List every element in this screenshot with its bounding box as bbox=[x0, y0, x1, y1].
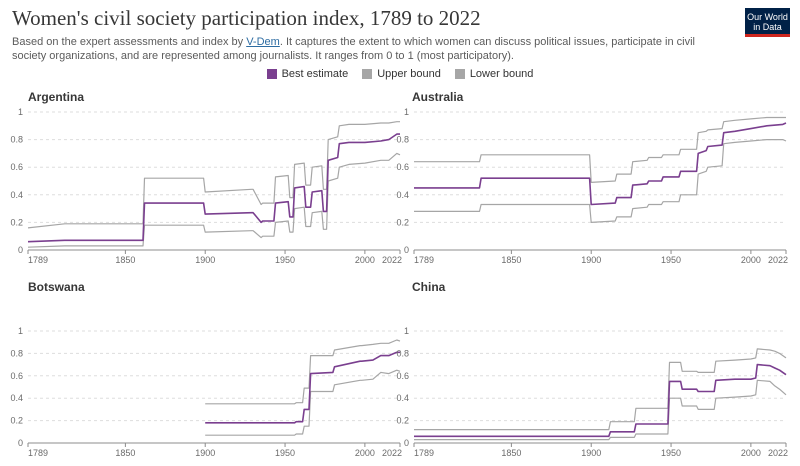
y-tick-label-argentina-1: 0.2 bbox=[10, 217, 23, 227]
y-tick-label-botswana-3: 0.6 bbox=[10, 371, 23, 381]
series-line-australia-upper-bound bbox=[414, 116, 786, 183]
series-line-argentina-upper-bound bbox=[27, 121, 400, 229]
y-tick-label-china-2: 0.4 bbox=[396, 393, 409, 403]
series-line-china-lower-bound bbox=[414, 379, 787, 441]
y-tick-label-australia-5: 1 bbox=[404, 107, 409, 117]
x-tick-label-argentina-0: 1789 bbox=[28, 255, 48, 265]
legend-item-upper-bound[interactable]: Upper bound bbox=[362, 66, 441, 82]
y-tick-label-argentina-2: 0.4 bbox=[10, 190, 23, 200]
y-tick-label-china-5: 1 bbox=[404, 326, 409, 336]
y-tick-label-botswana-5: 1 bbox=[18, 326, 23, 336]
x-tick-label-australia-3: 1950 bbox=[661, 255, 681, 265]
series-line-china-best-estimate bbox=[414, 363, 787, 438]
x-tick-label-argentina-2: 1900 bbox=[195, 255, 215, 265]
y-tick-label-argentina-3: 0.6 bbox=[10, 162, 23, 172]
y-tick-label-botswana-0: 0 bbox=[18, 438, 23, 448]
y-tick-label-china-1: 0.2 bbox=[396, 416, 409, 426]
y-tick-label-australia-0: 0 bbox=[404, 245, 409, 255]
x-tick-label-botswana-2: 1900 bbox=[195, 448, 215, 458]
y-tick-label-australia-3: 0.6 bbox=[396, 162, 409, 172]
panel-australia[interactable]: Australia 0 0.2 0.4 0.6 0.8 1 1789 1850 1900 1950 2… bbox=[396, 90, 788, 265]
panel-title-botswana: Botswana bbox=[28, 280, 85, 294]
x-tick-label-china-1: 1850 bbox=[501, 448, 521, 458]
legend-swatch-lower-bound bbox=[454, 69, 465, 79]
x-tick-label-australia-1: 1850 bbox=[501, 255, 521, 265]
panel-title-china: China bbox=[412, 280, 446, 294]
panel-title-australia: Australia bbox=[412, 90, 464, 104]
y-tick-label-china-4: 0.8 bbox=[396, 348, 409, 358]
series-line-argentina-lower-bound bbox=[27, 152, 401, 248]
x-tick-label-argentina-5: 2022 bbox=[382, 255, 402, 265]
panel-argentina[interactable]: Argentina 0 0.2 0.4 0.6 0.8 1 1789 1850 1900 1950 2… bbox=[10, 90, 402, 265]
y-tick-label-argentina-4: 0.8 bbox=[10, 135, 23, 145]
y-tick-label-australia-2: 0.4 bbox=[396, 190, 409, 200]
logo-line-1: Our World bbox=[747, 12, 788, 22]
y-tick-label-botswana-1: 0.2 bbox=[10, 416, 23, 426]
legend: Best estimate Upper bound Lower bound bbox=[0, 66, 800, 82]
legend-label-upper-bound: Upper bound bbox=[377, 68, 441, 80]
vdem-source-link[interactable]: V-Dem bbox=[246, 36, 280, 48]
x-tick-label-argentina-4: 2000 bbox=[355, 255, 375, 265]
panel-botswana[interactable]: Botswana 0 0.2 0.4 0.6 0.8 1 1789 1850 1900 1950 20… bbox=[10, 280, 402, 458]
y-tick-label-botswana-2: 0.4 bbox=[10, 393, 23, 403]
x-tick-label-china-0: 1789 bbox=[414, 448, 434, 458]
x-tick-label-china-5: 2022 bbox=[768, 448, 788, 458]
y-tick-label-australia-1: 0.2 bbox=[396, 217, 409, 227]
x-tick-label-botswana-1: 1850 bbox=[115, 448, 135, 458]
x-tick-label-australia-4: 2000 bbox=[741, 255, 761, 265]
subtitle-text-before: Based on the expert assessments and inde… bbox=[12, 36, 247, 48]
logo-line-2: in Data bbox=[753, 22, 782, 32]
x-tick-label-china-2: 1900 bbox=[581, 448, 601, 458]
chart-subtitle: Based on the expert assessments and inde… bbox=[12, 35, 712, 63]
y-tick-label-china-3: 0.6 bbox=[396, 371, 409, 381]
x-tick-label-botswana-5: 2022 bbox=[382, 448, 402, 458]
x-tick-label-botswana-3: 1950 bbox=[275, 448, 295, 458]
y-tick-label-china-0: 0 bbox=[404, 438, 409, 448]
y-tick-label-argentina-5: 1 bbox=[18, 107, 23, 117]
series-line-botswana-upper-bound bbox=[205, 339, 401, 405]
series-line-botswana-best-estimate bbox=[205, 351, 400, 424]
x-tick-label-botswana-4: 2000 bbox=[355, 448, 375, 458]
x-tick-label-australia-5: 2022 bbox=[768, 255, 788, 265]
series-line-botswana-lower-bound bbox=[205, 369, 401, 436]
panel-china[interactable]: China 0 0.2 0.4 0.6 0.8 1 1789 1850 1900 1950 2000 2… bbox=[396, 280, 788, 458]
series-line-china-upper-bound bbox=[414, 348, 787, 431]
legend-item-lower-bound[interactable]: Lower bound bbox=[454, 66, 534, 82]
panel-title-argentina: Argentina bbox=[28, 90, 84, 104]
x-tick-label-australia-0: 1789 bbox=[414, 255, 434, 265]
x-tick-label-china-3: 1950 bbox=[661, 448, 681, 458]
chart-title: Women's civil society participation inde… bbox=[12, 6, 481, 30]
y-tick-label-australia-4: 0.8 bbox=[396, 135, 409, 145]
y-tick-label-argentina-0: 0 bbox=[18, 245, 23, 255]
legend-swatch-upper-bound bbox=[362, 69, 373, 79]
legend-swatch-best-estimate bbox=[266, 69, 277, 79]
x-tick-label-argentina-3: 1950 bbox=[275, 255, 295, 265]
x-tick-label-botswana-0: 1789 bbox=[28, 448, 48, 458]
y-tick-label-botswana-4: 0.8 bbox=[10, 348, 23, 358]
subtitle-text-after: . It captures the extent to which women … bbox=[12, 36, 695, 62]
series-line-australia-lower-bound bbox=[414, 139, 787, 223]
series-line-australia-best-estimate bbox=[414, 122, 787, 206]
x-tick-label-argentina-1: 1850 bbox=[115, 255, 135, 265]
legend-label-best-estimate: Best estimate bbox=[281, 68, 349, 80]
owid-logo[interactable]: Our World in Data bbox=[745, 8, 790, 37]
series-line-argentina-best-estimate bbox=[27, 133, 400, 243]
legend-item-best-estimate[interactable]: Best estimate bbox=[266, 66, 349, 82]
x-tick-label-china-4: 2000 bbox=[741, 448, 761, 458]
legend-label-lower-bound: Lower bound bbox=[469, 68, 534, 80]
x-tick-label-australia-2: 1900 bbox=[581, 255, 601, 265]
